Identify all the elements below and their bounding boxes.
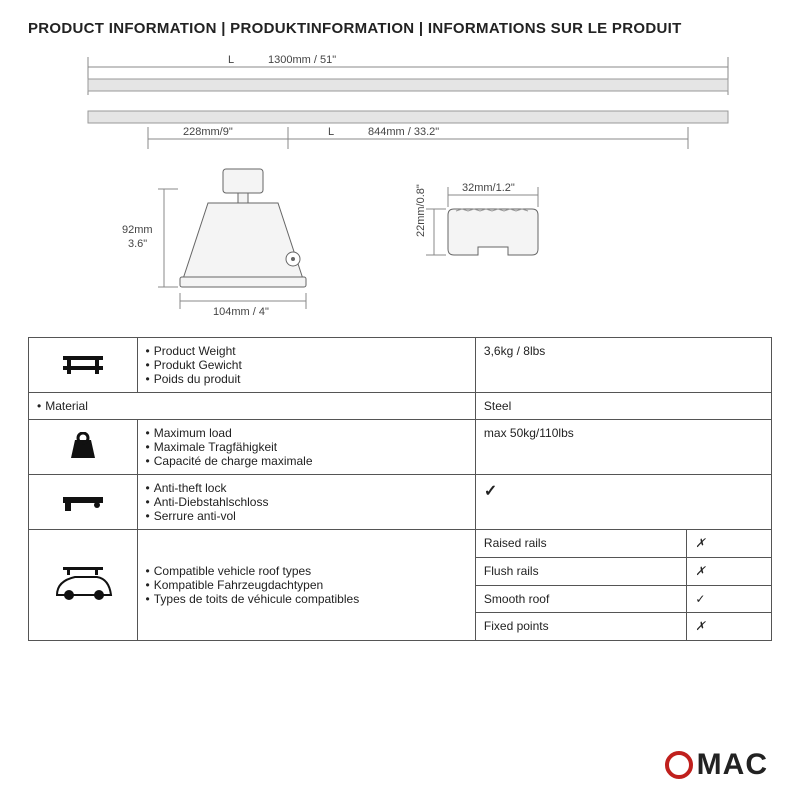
crossbar-top <box>88 79 728 91</box>
lbl: Maximale Tragfähigkeit <box>146 440 467 454</box>
compat-mark: ✓ <box>687 586 772 613</box>
profile-drawing: 32mm/1.2" 22mm/0.8" <box>415 182 538 255</box>
foot-drawing: 92mm 3.6" 104mm / 4" <box>122 169 306 318</box>
brand-logo: MAC <box>665 748 768 782</box>
labels-weight: Product Weight Produkt Gewicht Poids du … <box>146 344 467 386</box>
lbl: Serrure anti-vol <box>146 509 467 523</box>
dim-offset: 228mm/9" <box>148 126 288 149</box>
logo-text: MAC <box>697 748 768 782</box>
lock-icon <box>29 475 138 530</box>
compat-mark: ✗ <box>687 613 772 641</box>
car-icon <box>29 530 138 641</box>
dim-inner-prefix: L <box>328 126 334 138</box>
crossbar-bottom <box>88 111 728 123</box>
compat-mark: ✗ <box>687 558 772 586</box>
dim-offset-label: 228mm/9" <box>183 126 233 138</box>
val-material: Steel <box>475 393 771 420</box>
compat-name: Flush rails <box>475 558 686 586</box>
dimension-diagram: L 1300mm / 51" 228mm/9" L 844mm / 33.2" <box>28 49 772 329</box>
dim-overall-label: 1300mm / 51" <box>268 54 336 66</box>
lbl: Types de toits de véhicule compatibles <box>146 592 467 606</box>
lbl: Poids du produit <box>146 372 467 386</box>
lbl: Capacité de charge maximale <box>146 454 467 468</box>
val-maxload: max 50kg/110lbs <box>475 420 771 475</box>
dim-overall-prefix: L <box>228 54 234 66</box>
dim-profile-height: 22mm/0.8" <box>415 184 427 237</box>
dim-foot-height-mm: 92mm <box>122 224 153 236</box>
lbl: Maximum load <box>146 426 467 440</box>
val-weight: 3,6kg / 8lbs <box>475 338 771 393</box>
compat-name: Raised rails <box>475 530 686 558</box>
row-lock: Anti-theft lock Anti-Diebstahlschloss Se… <box>29 475 772 530</box>
dim-inner-label: 844mm / 33.2" <box>368 126 439 138</box>
dim-inner-length: L 844mm / 33.2" <box>288 126 688 149</box>
dim-profile-width: 32mm/1.2" <box>462 182 515 194</box>
bars-icon <box>29 338 138 393</box>
row-material: Material Steel <box>29 393 772 420</box>
row-maxload: Maximum load Maximale Tragfähigkeit Capa… <box>29 420 772 475</box>
lbl: Material <box>37 399 467 413</box>
lbl: Product Weight <box>146 344 467 358</box>
lbl: Anti-theft lock <box>146 481 467 495</box>
page-title: PRODUCT INFORMATION | PRODUKTINFORMATION… <box>28 20 772 37</box>
weight-icon <box>29 420 138 475</box>
lbl: Produkt Gewicht <box>146 358 467 372</box>
row-compat: Compatible vehicle roof types Kompatible… <box>29 530 772 558</box>
logo-ring-icon <box>665 751 693 779</box>
lbl: Compatible vehicle roof types <box>146 564 467 578</box>
val-lock: ✓ <box>475 475 771 530</box>
compat-mark: ✗ <box>687 530 772 558</box>
row-weight: Product Weight Produkt Gewicht Poids du … <box>29 338 772 393</box>
spec-table: Product Weight Produkt Gewicht Poids du … <box>28 337 772 641</box>
compat-name: Smooth roof <box>475 586 686 613</box>
lbl: Kompatible Fahrzeugdachtypen <box>146 578 467 592</box>
dim-foot-height-in: 3.6" <box>128 238 147 250</box>
dim-foot-base: 104mm / 4" <box>213 306 269 318</box>
lbl: Anti-Diebstahlschloss <box>146 495 467 509</box>
compat-name: Fixed points <box>475 613 686 641</box>
